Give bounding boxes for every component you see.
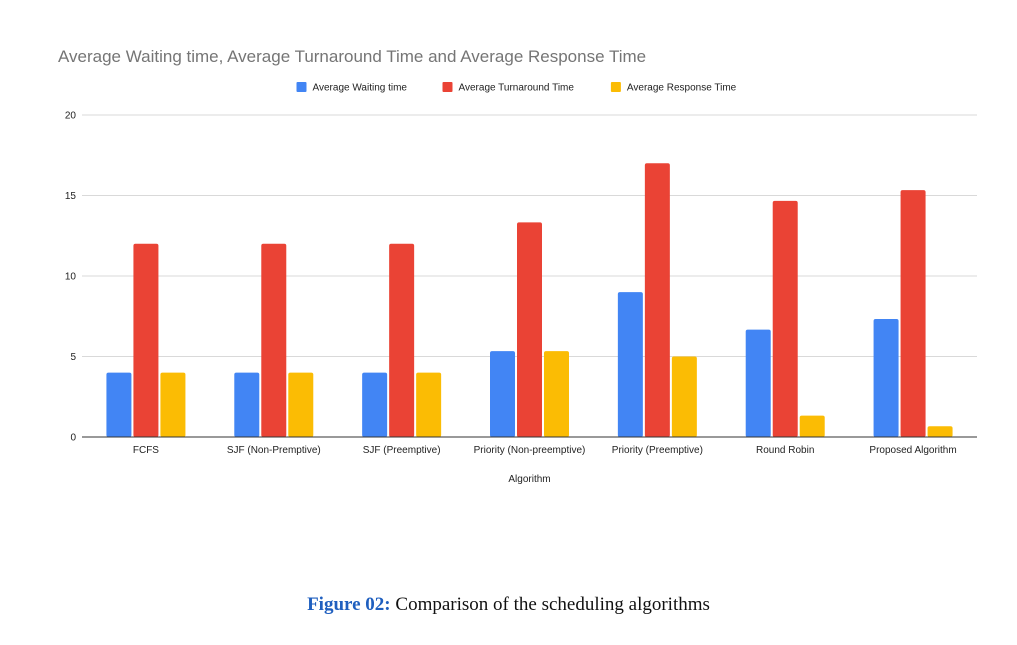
bar-average-waiting-time-proposed-algorithm (873, 318, 899, 437)
figure-caption-text: Comparison of the scheduling algorithms (390, 594, 710, 615)
bar-average-waiting-time-sjf-non-premptive (234, 372, 260, 437)
chart-container: Average Waiting time, Average Turnaround… (58, 47, 977, 485)
bar-average-waiting-time-fcfs (106, 372, 132, 437)
bar-average-turnaround-time-round-robin (772, 200, 798, 437)
bar-average-response-time-priority-non-preemptive (544, 351, 569, 437)
x-tick-label-round-robin: Round Robin (756, 445, 814, 456)
y-tick-label-15: 15 (65, 191, 77, 202)
x-tick-label-priority-non-preemptive: Priority (Non-preemptive) (474, 445, 586, 456)
bar-average-turnaround-time-sjf-non-premptive (261, 243, 287, 437)
x-tick-label-proposed-algorithm: Proposed Algorithm (869, 445, 956, 456)
y-tick-label-20: 20 (65, 111, 77, 122)
bar-average-waiting-time-priority-preemptive (617, 292, 643, 437)
legend-label-average-response-time: Average Response Time (627, 83, 737, 94)
bar-average-turnaround-time-sjf-preemptive (389, 243, 415, 437)
bar-average-turnaround-time-proposed-algorithm (900, 190, 926, 437)
bar-average-turnaround-time-priority-non-preemptive (517, 222, 542, 437)
legend-label-average-turnaround-time: Average Turnaround Time (459, 83, 575, 94)
x-tick-label-priority-preemptive: Priority (Preemptive) (612, 445, 703, 456)
figure-label: Figure 02: (307, 594, 391, 615)
legend-swatch-average-turnaround-time (442, 82, 453, 92)
bar-average-response-time-proposed-algorithm (927, 426, 953, 437)
y-tick-label-5: 5 (70, 352, 76, 363)
x-tick-label-sjf-preemptive: SJF (Preemptive) (363, 445, 441, 456)
bar-chart: Average Waiting time, Average Turnaround… (58, 47, 977, 485)
bar-average-response-time-round-robin (799, 415, 825, 437)
bar-average-turnaround-time-priority-preemptive (644, 163, 670, 438)
chart-title: Average Waiting time, Average Turnaround… (58, 47, 646, 66)
bar-average-response-time-priority-preemptive (671, 356, 697, 437)
bar-average-waiting-time-sjf-preemptive (362, 372, 388, 437)
x-axis-title: Algorithm (508, 474, 550, 485)
legend-label-average-waiting-time: Average Waiting time (313, 83, 408, 94)
x-tick-label-sjf-non-premptive: SJF (Non-Premptive) (227, 445, 321, 456)
y-tick-label-10: 10 (65, 272, 77, 283)
bar-average-response-time-fcfs (160, 372, 186, 437)
figure-caption: Figure 02: Comparison of the scheduling … (0, 594, 1017, 616)
bar-average-response-time-sjf-preemptive (416, 372, 442, 437)
y-tick-label-0: 0 (70, 433, 76, 444)
x-tick-label-fcfs: FCFS (133, 445, 159, 456)
bar-average-response-time-sjf-non-premptive (288, 372, 314, 437)
bar-average-waiting-time-priority-non-preemptive (490, 351, 515, 437)
legend-swatch-average-waiting-time (296, 82, 307, 92)
legend-swatch-average-response-time (610, 82, 621, 92)
bar-average-waiting-time-round-robin (745, 329, 771, 437)
bar-average-turnaround-time-fcfs (133, 243, 159, 437)
